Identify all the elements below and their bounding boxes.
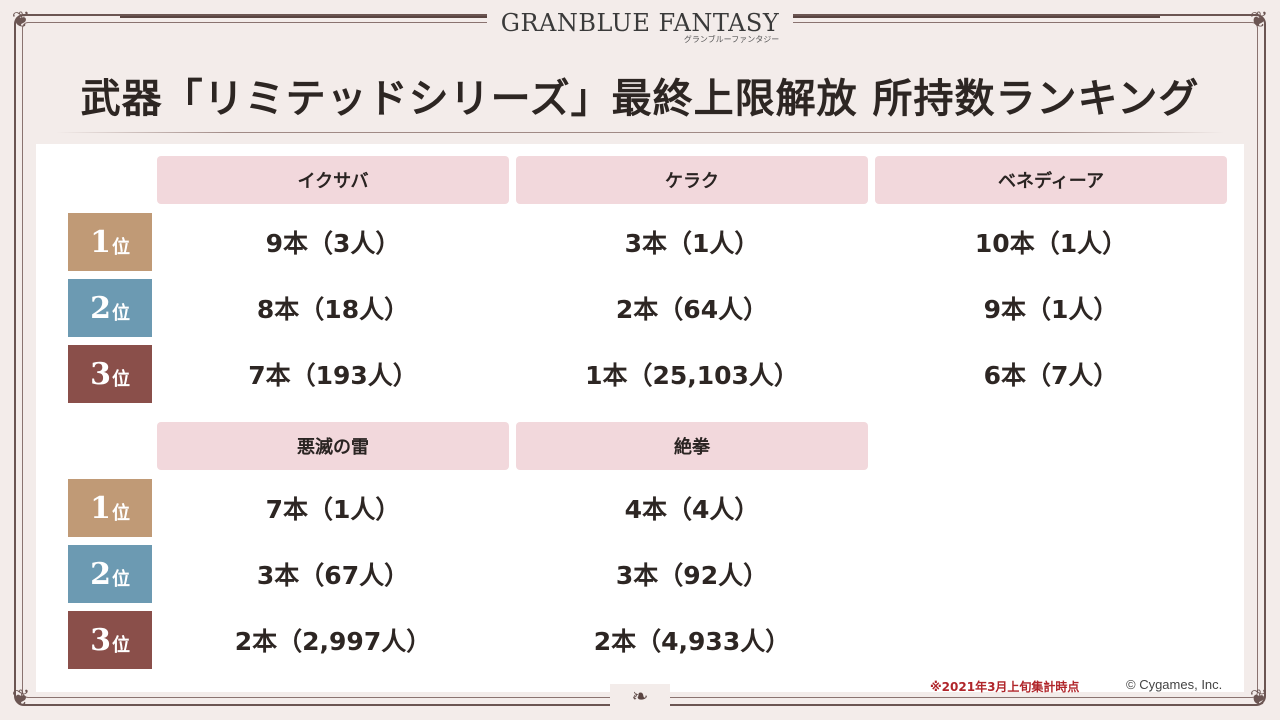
- corner-ornament-icon: ❦: [1249, 8, 1269, 33]
- table-cell: 2本（4,933人）: [593, 627, 791, 656]
- table-cell: 4本（4人）: [624, 495, 760, 524]
- rank-suffix: 位: [111, 303, 130, 324]
- rank-suffix: 位: [111, 369, 130, 390]
- column-header-benedia: ベネディーア: [875, 156, 1227, 204]
- column-header-akumetsu: 悪滅の雷: [157, 422, 509, 470]
- table-cell: 7本（193人）: [248, 361, 418, 390]
- table-cell: 7本（1人）: [265, 495, 401, 524]
- header-ornament-line: [120, 16, 510, 18]
- corner-ornament-icon: ❦: [1249, 686, 1269, 711]
- logo-subtitle: グランブルーファンタジー: [683, 35, 780, 44]
- header-ornament-line: [770, 16, 1160, 18]
- rank-number: 1: [90, 490, 111, 526]
- title-divider: [56, 132, 1224, 133]
- rank-number: 2: [90, 290, 111, 326]
- footnote: ※2021年3月上旬集計時点: [930, 680, 1080, 694]
- column-header-keraku: ケラク: [516, 156, 868, 204]
- table-cell: 3本（92人）: [615, 561, 769, 590]
- table-cell: 2本（2,997人）: [234, 627, 432, 656]
- corner-ornament-icon: ❦: [11, 686, 31, 711]
- rank-number: 2: [90, 556, 111, 592]
- table-cell: 1本（25,103人）: [585, 361, 799, 390]
- game-logo: GRANBLUE FANTASY グランブルーファンタジー: [0, 2, 1280, 54]
- logo-title: GRANBLUE FANTASY: [500, 9, 780, 37]
- rank-number: 3: [90, 622, 111, 658]
- column-header-zekken: 絶拳: [516, 422, 868, 470]
- table-cell: 3本（1人）: [624, 229, 760, 258]
- table-cell: 10本（1人）: [974, 229, 1128, 258]
- rank-suffix: 位: [111, 237, 130, 258]
- table-cell: 9本（3人）: [265, 229, 401, 258]
- table-cell: 2本（64人）: [615, 295, 769, 324]
- page-title: 武器「リミテッドシリーズ」最終上限解放 所持数ランキング: [80, 76, 1200, 122]
- bottom-ornament-icon: ❧: [610, 684, 670, 708]
- rank-number: 1: [90, 224, 111, 260]
- copyright: © Cygames, Inc.: [1126, 677, 1223, 692]
- corner-ornament-icon: ❦: [11, 8, 31, 33]
- table-cell: 9本（1人）: [983, 295, 1119, 324]
- rank-number: 3: [90, 356, 111, 392]
- table-cell: 3本（67人）: [256, 561, 410, 590]
- rank-suffix: 位: [111, 569, 130, 590]
- rank-suffix: 位: [111, 503, 130, 524]
- ranking-panel: [36, 144, 1244, 692]
- table-cell: 6本（7人）: [983, 361, 1119, 390]
- column-header-ikusaba: イクサバ: [157, 156, 509, 204]
- table-cell: 8本（18人）: [256, 295, 410, 324]
- rank-suffix: 位: [111, 635, 130, 656]
